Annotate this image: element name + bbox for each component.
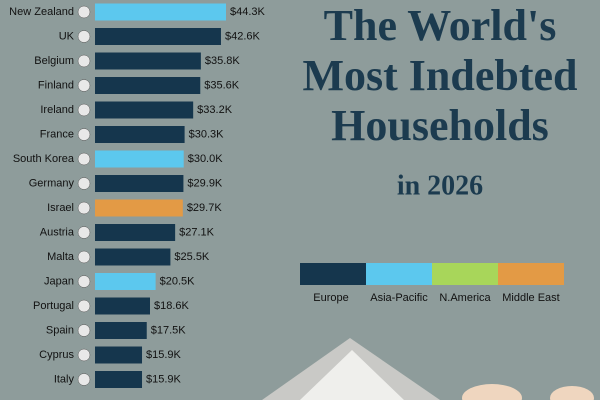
value-label: $20.5K bbox=[160, 275, 196, 287]
flag bbox=[77, 299, 91, 313]
flag bbox=[77, 201, 91, 215]
category-label: South Korea bbox=[13, 153, 75, 165]
legend-swatch bbox=[498, 263, 564, 285]
legend-swatch bbox=[432, 263, 498, 285]
flag bbox=[77, 348, 91, 362]
bar bbox=[95, 3, 226, 21]
legend-label: Europe bbox=[313, 292, 348, 304]
flag bbox=[77, 177, 91, 190]
category-label: Spain bbox=[46, 324, 74, 336]
chart-subtitle: in 2026 bbox=[397, 170, 483, 201]
value-label: $15.9K bbox=[146, 349, 182, 361]
category-label: Finland bbox=[38, 79, 74, 91]
bar bbox=[95, 101, 194, 119]
category-label: Israel bbox=[47, 202, 74, 214]
bar bbox=[95, 52, 201, 70]
chart-title: Most Indebted bbox=[302, 51, 577, 100]
flag bbox=[77, 275, 91, 288]
legend-label: Middle East bbox=[502, 292, 559, 304]
value-label: $27.1K bbox=[179, 226, 215, 238]
bar bbox=[95, 371, 143, 388]
category-label: Austria bbox=[40, 226, 75, 238]
value-label: $30.3K bbox=[189, 128, 225, 140]
chart-title: Households bbox=[331, 101, 549, 150]
flag bbox=[77, 54, 91, 68]
category-label: France bbox=[40, 128, 74, 140]
flag bbox=[77, 373, 91, 386]
bar bbox=[95, 248, 171, 266]
category-label: Belgium bbox=[34, 55, 74, 67]
category-label: UK bbox=[59, 30, 75, 42]
category-label: Portugal bbox=[33, 300, 74, 312]
legend-swatch bbox=[366, 263, 432, 285]
bar bbox=[95, 273, 156, 290]
value-label: $29.7K bbox=[187, 202, 223, 214]
flag bbox=[77, 226, 91, 239]
legend-swatch bbox=[300, 263, 366, 285]
value-label: $33.2K bbox=[197, 104, 233, 116]
value-label: $18.6K bbox=[154, 300, 190, 312]
flag bbox=[77, 103, 91, 117]
category-label: Malta bbox=[47, 251, 75, 263]
bar bbox=[95, 199, 183, 217]
bar bbox=[95, 346, 143, 364]
value-label: $30.0K bbox=[188, 153, 224, 165]
bar bbox=[95, 150, 184, 168]
value-label: $42.6K bbox=[225, 30, 261, 42]
bar bbox=[95, 77, 201, 94]
bar bbox=[95, 297, 151, 315]
category-label: Cyprus bbox=[39, 349, 74, 361]
category-label: Ireland bbox=[40, 104, 74, 116]
flag bbox=[77, 5, 91, 19]
house bbox=[262, 338, 594, 400]
bar bbox=[95, 224, 176, 241]
flag bbox=[77, 250, 91, 264]
value-label: $29.9K bbox=[187, 177, 223, 189]
chart-title: The World's bbox=[324, 1, 557, 50]
flag bbox=[77, 128, 91, 141]
value-label: $25.5K bbox=[174, 251, 210, 263]
category-label: Germany bbox=[29, 177, 75, 189]
bar bbox=[95, 175, 184, 192]
flag bbox=[77, 324, 91, 337]
category-label: Italy bbox=[54, 373, 75, 385]
legend-label: N.America bbox=[439, 292, 491, 304]
bar bbox=[95, 322, 147, 339]
value-label: $17.5K bbox=[151, 324, 187, 336]
value-label: $35.8K bbox=[205, 55, 241, 67]
category-label: New Zealand bbox=[9, 6, 74, 18]
bar bbox=[95, 126, 185, 143]
flag bbox=[77, 30, 91, 43]
value-label: $15.9K bbox=[146, 373, 182, 385]
legend-label: Asia-Pacific bbox=[370, 292, 428, 304]
bar bbox=[95, 28, 221, 45]
flag bbox=[77, 152, 91, 166]
category-label: Japan bbox=[44, 275, 74, 287]
value-label: $44.3K bbox=[230, 6, 266, 18]
value-label: $35.6K bbox=[204, 79, 240, 91]
flag bbox=[77, 79, 91, 92]
